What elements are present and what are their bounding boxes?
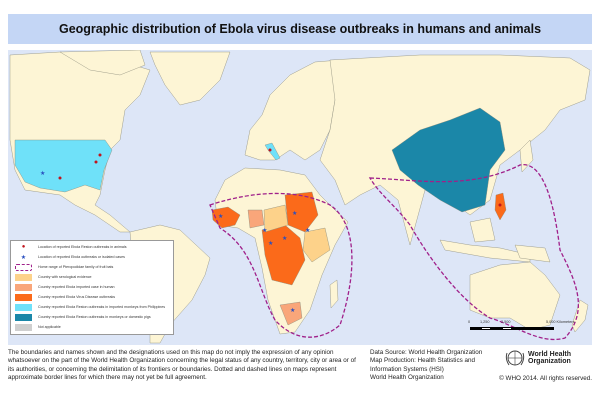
legend-swatch <box>15 293 32 301</box>
legend-swatch <box>15 313 32 321</box>
copyright: © WHO 2014. All rights reserved. <box>499 375 592 382</box>
scale-label: 2,500 <box>501 320 511 324</box>
china <box>391 107 506 213</box>
red-dot-icon <box>94 160 98 164</box>
legend-item: Country reported Ebola imported case in … <box>15 282 115 292</box>
map-title: Geographic distribution of Ebola virus d… <box>58 22 542 36</box>
star-icon: ★ <box>290 307 295 314</box>
source-line: Data Source: World Health Organization <box>370 349 483 356</box>
red-dot-icon <box>498 203 502 207</box>
source-line: Map Production: Health Statistics and In… <box>370 357 476 373</box>
legend: ● Location of reported Ebola Reston outbr… <box>10 240 174 335</box>
canadian-arctic <box>59 49 146 76</box>
red-dot-icon <box>268 148 272 152</box>
legend-label: Country reported Ebola imported case in … <box>38 285 115 289</box>
legend-label: Country reported Ebola Virus Disease out… <box>38 295 116 299</box>
legend-label: Not applicable <box>38 325 61 329</box>
star-icon: ★ <box>268 240 273 247</box>
greenland <box>149 51 231 106</box>
sudan-evd <box>284 191 319 233</box>
new-guinea <box>514 244 551 263</box>
nigeria-imported <box>247 209 265 229</box>
cameroon-serology <box>263 204 289 233</box>
usa <box>14 139 113 193</box>
red-dot-icon <box>98 153 102 157</box>
legend-item: Home range of Pteropodidae family of fru… <box>15 262 113 272</box>
legend-label: Country reported Ebola Reston outbreaks … <box>38 305 166 309</box>
italy <box>264 142 281 161</box>
legend-label: Country reported Ebola Reston outbreaks … <box>38 315 151 319</box>
title-bar: Geographic distribution of Ebola virus d… <box>8 14 592 44</box>
star-icon: ★ <box>282 235 287 242</box>
scale-bar: 0 1,250 2,500 5,000 Kilometers <box>468 320 575 334</box>
dashed-outline-icon <box>15 263 32 271</box>
legend-label: Location of reported Ebola Reston outbre… <box>38 245 127 249</box>
star-icon: ★ <box>218 213 223 220</box>
red-dot-icon <box>58 176 62 180</box>
legend-item: Country reported Ebola Reston outbreaks … <box>15 302 165 312</box>
philippines <box>494 192 507 221</box>
legend-item: Country reported Ebola Reston outbreaks … <box>15 312 151 322</box>
legend-item: ● Location of reported Ebola Reston outbr… <box>15 242 127 252</box>
scale-label: 0 <box>468 320 471 324</box>
legend-swatch <box>15 303 32 311</box>
data-source: Data Source: World Health Organization M… <box>370 349 500 382</box>
star-icon: ★ <box>292 210 297 217</box>
scale-bar-graphic <box>470 327 554 330</box>
ebola-star-markers: ★ ★ ★ ★ ★ ★ ★ ★ <box>40 170 310 314</box>
star-icon: ★ <box>305 227 310 234</box>
legend-label: Country with serological evidence <box>38 275 92 279</box>
scale-segment <box>482 328 490 329</box>
legend-label: Location of reported Ebola outbreaks or … <box>38 255 125 259</box>
red-dot-icon: ● <box>21 244 26 250</box>
legend-item: Not applicable <box>15 322 61 332</box>
madagascar <box>329 279 339 309</box>
reston-dot-markers <box>58 148 502 207</box>
east-africa-serology <box>302 227 331 263</box>
legend-item: ★ Location of reported Ebola outbreaks or… <box>15 252 125 262</box>
who-logo: World Health Organization <box>505 349 571 367</box>
legend-swatch <box>15 273 32 281</box>
scale-label: 5,000 Kilometers <box>546 320 575 324</box>
new-zealand <box>571 299 589 333</box>
blue-star-icon: ★ <box>20 254 27 261</box>
legend-label: Home range of Pteropodidae family of fru… <box>38 265 114 269</box>
source-line: World Health Organization <box>370 373 444 381</box>
borneo <box>469 217 496 243</box>
who-emblem-icon <box>505 350 525 366</box>
disclaimer-text: The boundaries and names shown and the d… <box>8 349 356 381</box>
scale-label: 1,250 <box>480 320 490 324</box>
legend-swatch <box>15 323 32 331</box>
south-africa-imported <box>279 301 303 326</box>
star-icon: ★ <box>262 227 267 234</box>
central-africa-evd <box>261 224 306 286</box>
legend-item: Country with serological evidence <box>15 272 92 282</box>
australia <box>469 261 561 331</box>
scale-segment <box>503 328 511 329</box>
logo-line: Organization <box>528 358 571 365</box>
legend-swatch <box>15 283 32 291</box>
legend-item: Country reported Ebola Virus Disease out… <box>15 292 115 302</box>
star-icon: ★ <box>40 170 45 177</box>
logo-line: World Health <box>528 350 572 358</box>
west-africa-evd <box>211 206 241 229</box>
indonesia <box>439 239 531 263</box>
